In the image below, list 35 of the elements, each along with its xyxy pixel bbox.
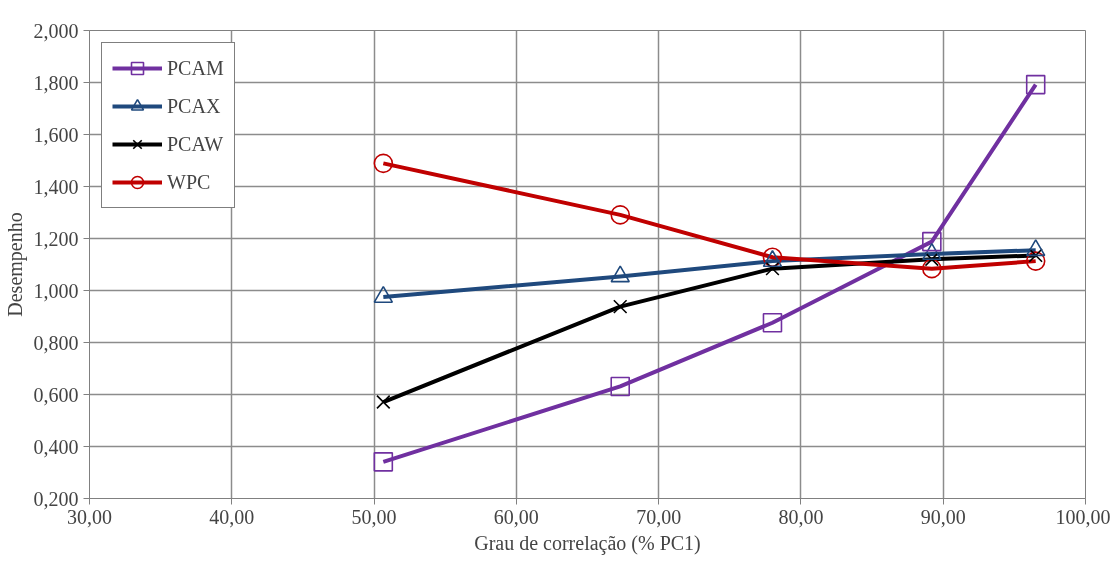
y-tick-label: 2,000 (33, 19, 79, 42)
point (610, 205, 631, 225)
y-tick-label: 0,600 (33, 383, 79, 406)
point (762, 312, 783, 333)
x-tick-label: 60,00 (493, 505, 539, 528)
y-tick-label: 1,000 (33, 279, 79, 302)
point (922, 258, 942, 279)
legend-label: WPC (167, 170, 211, 194)
point (376, 394, 391, 410)
point (922, 231, 942, 252)
x-tick-label: 100,00 (1055, 505, 1111, 528)
legend-label: PCAM (167, 56, 224, 80)
point (924, 252, 939, 267)
y-tick-label: 1,600 (33, 123, 79, 146)
point (373, 153, 394, 174)
x-tick-label: 70,00 (636, 505, 682, 528)
point (765, 261, 780, 276)
y-tick-label: 1,800 (33, 71, 79, 94)
point (610, 376, 631, 397)
point (613, 299, 628, 314)
point (373, 452, 394, 472)
y-tick-label: 0,800 (33, 331, 79, 354)
y-axis-title: Desempenho (3, 212, 27, 317)
legend-label: PCAX (167, 94, 221, 118)
y-tick-label: 0,400 (33, 435, 79, 458)
legend-label: PCAW (167, 132, 224, 156)
y-tick-label: 1,400 (33, 175, 79, 198)
x-tick-label: 50,00 (351, 505, 397, 528)
x-axis-title: Grau de correlação (% PC1) (474, 531, 701, 555)
x-tick-label: 40,00 (209, 505, 255, 528)
x-tick-label: 80,00 (778, 505, 824, 528)
x-tick-label: 90,00 (920, 505, 966, 528)
point (1025, 251, 1046, 271)
point (1025, 74, 1046, 95)
y-tick-label: 1,200 (33, 227, 79, 250)
